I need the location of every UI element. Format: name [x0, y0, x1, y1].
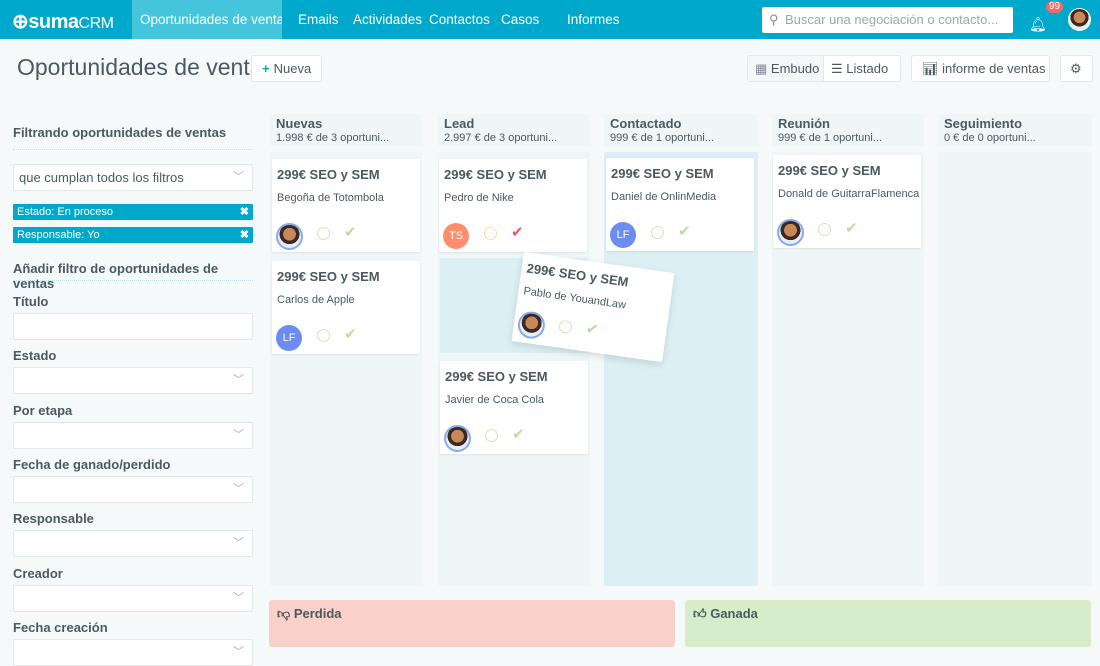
assignee-avatar: [777, 219, 804, 246]
assignee-avatar: LF: [276, 325, 302, 351]
won-dropzone[interactable]: 👍︎ Ganada: [685, 600, 1091, 647]
bell-icon[interactable]: 🔔︎: [1029, 16, 1045, 32]
remove-filter-icon[interactable]: ✖: [239, 229, 249, 241]
clock-icon[interactable]: [485, 429, 498, 442]
list-icon: ☰: [831, 61, 847, 76]
plus-icon: +: [262, 61, 270, 76]
clock-icon[interactable]: [317, 329, 330, 342]
column-body[interactable]: [938, 152, 1092, 586]
nav-emails[interactable]: Emails: [298, 12, 339, 27]
lost-dropzone[interactable]: 👎︎ Perdida: [269, 600, 675, 647]
field-input[interactable]: ﹀: [13, 476, 253, 503]
filter-tag: Responsable: Yo ✖: [13, 227, 253, 243]
clock-icon[interactable]: [484, 227, 497, 240]
chevron-down-icon: ﹀: [233, 537, 244, 549]
deal-card[interactable]: 299€ SEO y SEM Carlos de Apple LF ✔: [272, 261, 420, 354]
assignee-avatar: TS: [443, 223, 469, 249]
deal-card[interactable]: 299€ SEO y SEM Daniel de OnlinMedia LF ✔: [606, 158, 754, 251]
nav-informes[interactable]: Informes: [567, 12, 620, 27]
divider: [13, 149, 253, 150]
bar-chart-icon: 📊︎: [922, 61, 943, 76]
check-icon[interactable]: ✔: [511, 224, 524, 241]
deal-card[interactable]: 299€ SEO y SEM Javier de Coca Cola ✔: [440, 361, 588, 454]
list-view-button[interactable]: ☰ Listado: [823, 55, 901, 82]
clock-icon[interactable]: [651, 226, 664, 239]
field-input[interactable]: ﹀: [13, 639, 253, 666]
field-input[interactable]: ﹀: [13, 422, 253, 449]
field-label: Fecha de ganado/perdido: [13, 457, 171, 472]
assignee-avatar: LF: [610, 222, 636, 248]
chevron-down-icon: ﹀: [233, 646, 244, 658]
check-icon[interactable]: ✔: [584, 320, 600, 339]
notification-badge: 99: [1046, 1, 1064, 13]
column-header: Contactado 999 € de 1 oportuni...: [604, 114, 758, 146]
user-avatar[interactable]: [1068, 8, 1091, 31]
thumbs-down-icon: 👎︎: [277, 606, 291, 621]
match-mode-select[interactable]: que cumplan todos los filtros ﹀: [13, 164, 253, 191]
chevron-down-icon: ﹀: [233, 592, 244, 604]
deal-card[interactable]: 299€ SEO y SEM Begoña de Totombola ✔: [272, 159, 420, 252]
field-label: Por etapa: [13, 403, 73, 418]
field-input[interactable]: ﹀: [13, 585, 253, 612]
deal-card[interactable]: 299€ SEO y SEM Donald de GuitarraFlamenca…: [773, 155, 921, 248]
check-icon[interactable]: ✔: [344, 326, 357, 343]
nav-contactos[interactable]: Contactos: [429, 12, 490, 27]
thumbs-up-icon: 👍︎: [693, 606, 707, 621]
assignee-avatar: [516, 309, 547, 341]
nav-actividades[interactable]: Actividades: [353, 12, 423, 27]
funnel-view-button[interactable]: ▦ Embudo: [747, 55, 824, 82]
clock-icon[interactable]: [317, 227, 330, 240]
settings-button[interactable]: ⚙: [1060, 55, 1093, 82]
page-title: Oportunidades de ventas: [17, 54, 275, 80]
clock-icon[interactable]: [818, 223, 831, 236]
column-header: Lead 2.997 € de 3 oportuni...: [438, 114, 590, 146]
search-input[interactable]: ⚲ Buscar una negociación o contacto...: [762, 7, 1013, 33]
search-icon: ⚲: [769, 12, 779, 27]
clock-icon[interactable]: [558, 319, 573, 335]
field-label: Estado: [13, 348, 57, 363]
check-icon[interactable]: ✔: [344, 224, 357, 241]
divider: [13, 280, 253, 281]
field-label: Fecha creación: [13, 620, 108, 635]
new-button[interactable]: + Nueva: [251, 55, 323, 82]
nav-casos[interactable]: Casos: [501, 12, 540, 27]
chevron-down-icon: ﹀: [233, 374, 244, 386]
column-header: Reunión 999 € de 1 oportuni...: [772, 114, 924, 146]
nav-oportunidades[interactable]: Oportunidades de ventas: [132, 0, 282, 39]
column-header: Nuevas 1.998 € de 3 oportuni...: [270, 114, 422, 146]
assignee-avatar: [276, 223, 303, 250]
check-icon[interactable]: ✔: [845, 220, 858, 237]
field-input[interactable]: [13, 313, 253, 340]
sumacrm-logo[interactable]: ⊕sumaCRM: [12, 11, 114, 33]
assignee-avatar: [444, 425, 471, 452]
top-navbar: ⊕sumaCRM Oportunidades de ventas Emails …: [0, 0, 1100, 39]
remove-filter-icon[interactable]: ✖: [239, 206, 249, 218]
chevron-down-icon: ﹀: [233, 429, 244, 441]
check-icon[interactable]: ✔: [678, 223, 691, 240]
column-header: Seguimiento 0 € de 0 oportuni...: [938, 114, 1092, 146]
grid-icon: ▦: [755, 61, 771, 76]
filtering-title: Filtrando oportunidades de ventas: [13, 125, 227, 140]
chevron-down-icon: ﹀: [233, 483, 244, 495]
field-input[interactable]: ﹀: [13, 530, 253, 557]
field-label: Título: [13, 294, 49, 309]
sales-report-button[interactable]: 📊︎ informe de ventas: [911, 55, 1050, 82]
chevron-down-icon: ﹀: [233, 171, 244, 183]
field-input[interactable]: ﹀: [13, 367, 253, 394]
check-icon[interactable]: ✔: [512, 426, 525, 443]
add-filter-title: Añadir filtro de oportunidades de ventas: [13, 261, 219, 291]
deal-card[interactable]: 299€ SEO y SEM Pedro de Nike TS ✔: [439, 159, 587, 252]
filter-tag: Estado: En proceso ✖: [13, 204, 253, 220]
field-label: Creador: [13, 566, 63, 581]
gear-icon: ⚙: [1070, 61, 1082, 76]
field-label: Responsable: [13, 511, 94, 526]
